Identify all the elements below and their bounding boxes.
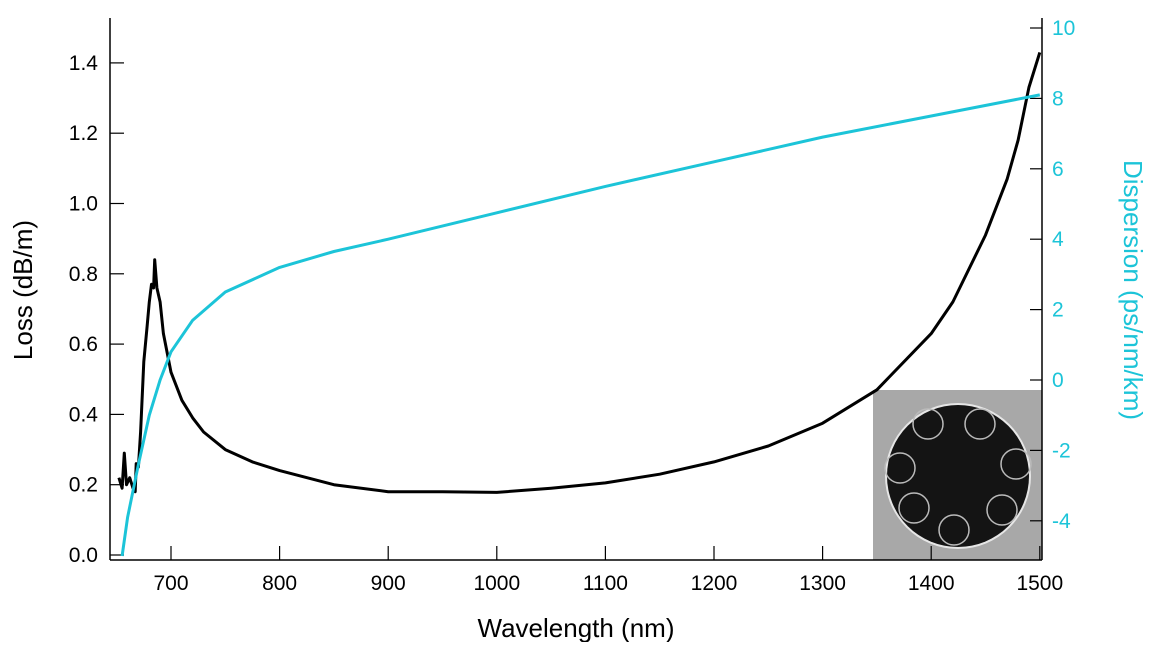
- y-tick-label: 0.8: [69, 263, 98, 286]
- capillary-ring: [1000, 448, 1032, 480]
- capillary-ring: [986, 494, 1018, 526]
- y-tick-label: 0.6: [69, 333, 98, 356]
- y-tick-label: 1.4: [69, 52, 99, 75]
- x-tick-label: 1100: [583, 572, 628, 595]
- capillary-ring: [938, 514, 970, 546]
- y-tick-label: 0.4: [69, 403, 99, 426]
- x-tick-label: 1500: [1016, 572, 1063, 595]
- capillary-ring: [884, 452, 916, 484]
- capillary-ring: [912, 408, 944, 440]
- x-tick-label: 900: [371, 572, 406, 595]
- y2-tick-label: -2: [1052, 439, 1071, 462]
- y-tick-label: 0.2: [69, 474, 98, 497]
- y2-tick-label: 10: [1052, 17, 1075, 40]
- y-axis-label: Loss (dB/m): [8, 220, 38, 360]
- x-tick-label: 1300: [799, 572, 846, 595]
- x-tick-label: 700: [153, 572, 188, 595]
- y-tick-label: 1.0: [69, 193, 98, 216]
- dispersion-series-line: [120, 93, 1041, 557]
- fiber-cross-section-inset: [873, 390, 1042, 560]
- y2-tick-label: 4: [1052, 228, 1064, 251]
- capillary-ring: [964, 408, 996, 440]
- loss-series-line: [117, 51, 1042, 494]
- y2-tick-label: 6: [1052, 158, 1064, 181]
- y2-tick-label: 0: [1052, 369, 1064, 392]
- capillary-ring: [898, 492, 930, 524]
- x-tick-label: 1000: [473, 572, 520, 595]
- y-tick-label: 1.2: [69, 122, 98, 145]
- y2-tick-label: -4: [1052, 510, 1071, 533]
- plot-frame: 700 800 900 1000 1100 1200 1300 1400 1500 0.0 0.2 0…: [69, 17, 1076, 595]
- y2-tick-label: 8: [1052, 87, 1064, 110]
- x-axis-label: Wavelength (nm): [478, 613, 675, 642]
- x-tick-label: 800: [262, 572, 297, 595]
- y-tick-label: 0.0: [69, 544, 98, 567]
- y2-axis-label: Dispersion (ps/nm/km): [1118, 160, 1148, 420]
- y2-tick-label: 2: [1052, 299, 1064, 322]
- x-tick-label: 1400: [908, 572, 955, 595]
- x-tick-label: 1200: [691, 572, 738, 595]
